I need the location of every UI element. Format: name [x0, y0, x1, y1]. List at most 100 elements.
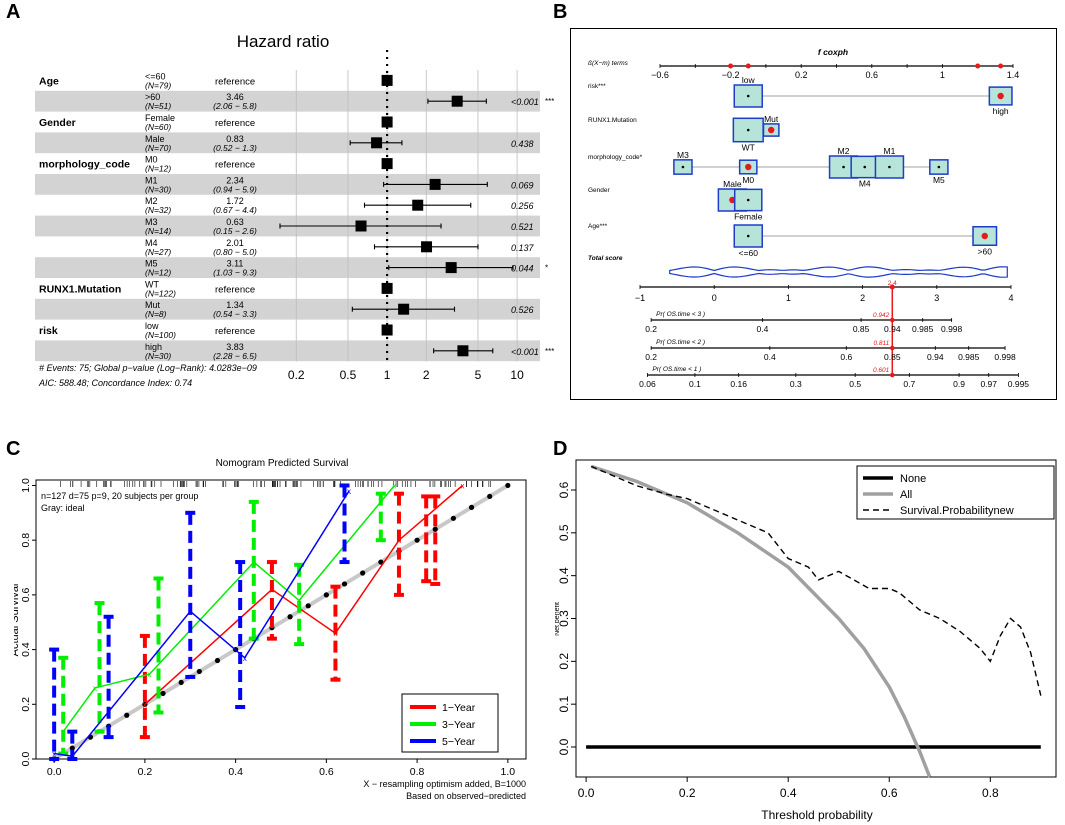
nomogram-prob-tick-label: 0.06: [639, 379, 656, 389]
nomogram-selected-score-label: 2.4: [888, 280, 897, 287]
nomogram-level-selected-point: [767, 126, 775, 134]
forest-level-label: low: [145, 321, 159, 331]
calibration-series-marker: x: [347, 487, 351, 496]
calibration-y-tick-label: 1.0: [20, 478, 32, 493]
calibration-ideal-point: [178, 679, 184, 686]
dca-x-tick-label: 0.6: [881, 786, 898, 800]
forest-x-tick-label: 1: [384, 368, 391, 382]
calibration-ideal-point: [305, 603, 311, 609]
forest-n-label: (N=12): [145, 268, 171, 278]
calibration-footer-basis: Based on observed−predicted: [406, 791, 526, 799]
forest-hr-marker: [445, 262, 457, 274]
forest-level-label: Male: [145, 134, 165, 144]
calibration-info-text: n=127 d=75 p=9, 20 subjects per group: [41, 491, 198, 501]
forest-hr-value: 3.83: [226, 342, 244, 352]
calibration-x-tick-label: 0.6: [319, 766, 334, 778]
nomogram-prob-tick-label: 0.995: [1008, 379, 1030, 389]
nomogram-prob-selected-point: [889, 345, 895, 351]
calibration-y-tick-label: 0.8: [20, 533, 32, 548]
nomogram-level-label: low: [742, 75, 756, 85]
forest-hr-value: 1.34: [226, 300, 244, 310]
forest-level-label: >60: [145, 92, 160, 102]
calibration-ideal-point: [468, 504, 475, 510]
forest-group-label: risk: [39, 325, 58, 337]
forest-n-label: (N=14): [145, 226, 171, 236]
calibration-series-marker: x: [397, 536, 401, 545]
nomogram-level-label: high: [993, 106, 1009, 116]
calibration-y-label: Actual Survival: [14, 584, 21, 657]
forest-row-shade: [35, 90, 540, 112]
nomogram-variable-name: Gender: [588, 187, 611, 194]
forest-group-label: Gender: [39, 117, 76, 129]
forest-level-label: <=60: [145, 71, 166, 81]
nomogram-top-tick-label: 0.2: [795, 70, 808, 80]
dca-y-tick-label: 0.0: [557, 738, 571, 755]
forest-n-label: (N=60): [145, 122, 171, 132]
nomogram-prob-value: 0.811: [873, 340, 889, 347]
calibration-ideal-point: [69, 745, 75, 751]
forest-p-value: 0.256: [511, 201, 534, 211]
dca-y-tick-label: 0.1: [557, 696, 571, 713]
forest-level-label: M5: [145, 259, 158, 269]
nomogram-level-center: [863, 165, 867, 169]
forest-level-label: Mut: [145, 300, 161, 310]
forest-hr-marker: [457, 345, 469, 357]
calibration-ideal-point: [378, 559, 384, 565]
forest-p-value: 0.526: [511, 305, 534, 315]
forest-x-tick-label: 0.5: [340, 368, 357, 382]
nomogram-top-tick-label: 1.4: [1007, 70, 1020, 80]
forest-footer-aic: AIC: 588.48; Concordance Index: 0.74: [38, 378, 192, 388]
forest-ci-text: (0.67 − 4.4): [213, 205, 257, 215]
forest-level-label: M4: [145, 238, 158, 248]
forest-p-value: 0.521: [511, 222, 534, 232]
calibration-ideal-point: [124, 712, 130, 718]
calibration-ideal-point: [323, 592, 329, 598]
nomogram-score-tick-label: 1: [786, 293, 791, 303]
nomogram-level-center: [888, 165, 891, 169]
forest-ci-text: (0.15 − 2.6): [213, 226, 257, 236]
forest-hr-value: 2.34: [226, 175, 244, 185]
calibration-series-line: [53, 490, 350, 758]
dca-y-label: Net benefit: [555, 602, 561, 636]
forest-n-label: (N=12): [145, 164, 171, 174]
forest-hr-marker: [398, 303, 410, 315]
forest-hr-marker: [381, 324, 393, 336]
nomogram-level-label: Female: [734, 212, 763, 222]
forest-ci-text: (0.52 − 1.3): [213, 143, 257, 153]
calibration-series-marker: x: [270, 585, 274, 594]
calibration-ideal-point: [505, 482, 511, 489]
nomogram-variable-name: morphology_code*: [588, 154, 643, 161]
calibration-y-tick-label: 0.0: [20, 752, 32, 767]
forest-hr-value: 2.01: [226, 238, 244, 248]
dca-x-tick-label: 0.8: [982, 786, 999, 800]
nomogram-top-tick-label: 1: [940, 70, 945, 80]
dca-legend-label: Survival.Probabilitynew: [900, 505, 1014, 517]
forest-footer-events: # Events: 75; Global p−value (Log−Rank):…: [39, 363, 257, 373]
nomogram-prob-tick-label: 0.7: [903, 379, 915, 389]
calibration-series-marker: x: [147, 670, 151, 679]
nomogram-level-label: <=60: [739, 248, 759, 258]
calibration-series-marker: x: [392, 481, 396, 490]
forest-group-label: Age: [39, 75, 59, 87]
forest-ci-text: (1.03 − 9.3): [213, 268, 257, 278]
nomogram-level-label: M5: [933, 175, 945, 185]
forest-hr-value: 3.11: [227, 259, 244, 269]
forest-hr-value: 0.63: [226, 217, 244, 227]
nomogram-level-center: [937, 165, 941, 169]
forest-x-tick-label: 10: [510, 368, 524, 382]
nomogram-level-label: >60: [978, 246, 993, 256]
nomogram-prob-tick-label: 0.985: [958, 352, 980, 362]
nomogram-level-center: [842, 165, 845, 169]
forest-significance: ***: [545, 347, 554, 356]
calibration-plot-frame: [35, 479, 527, 760]
nomogram-level-center: [746, 128, 750, 132]
forest-level-label: M0: [145, 155, 158, 165]
forest-ci-text: (0.80 − 5.0): [213, 247, 257, 257]
forest-x-tick-label: 2: [423, 368, 430, 382]
dca-y-tick-label: 0.6: [557, 481, 571, 498]
nomogram-top-axis-label: ß(X−m) terms: [588, 60, 629, 67]
panel-label-a: A: [6, 1, 21, 23]
calibration-ideal-point: [360, 570, 366, 576]
calibration-ideal-point: [450, 515, 457, 521]
nomogram-prob-tick-label: 0.2: [645, 324, 657, 334]
